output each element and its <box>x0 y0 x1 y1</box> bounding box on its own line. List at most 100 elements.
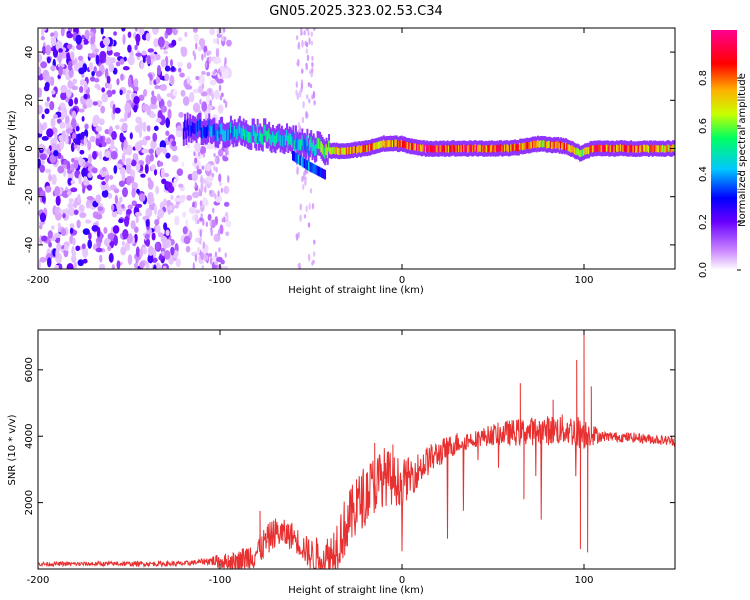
spectrogram-ridge-core <box>664 145 667 153</box>
spectrogram-ridge-core <box>289 133 292 145</box>
spectrogram-noise-speckle <box>97 206 104 212</box>
spectrogram-ridge-core <box>540 140 543 148</box>
spectrogram-noise-speckle <box>116 260 121 269</box>
spectrogram-ridge-core <box>275 132 278 144</box>
spectrogram-noise-speckle <box>107 232 115 240</box>
spectrogram-noise-speckle <box>70 179 76 185</box>
spectrogram-noise-speckle <box>131 200 138 207</box>
spectrogram-noise-speckle <box>135 52 143 57</box>
spectrogram-ridge-core <box>185 127 188 139</box>
spectrogram-ridge-core <box>259 130 262 141</box>
spectrogram-band-speckle <box>299 203 302 211</box>
spectrogram-noise-speckle <box>38 66 42 76</box>
spectrogram-noise-speckle <box>49 154 57 164</box>
spectrogram-noise-speckle <box>176 168 184 176</box>
spectrogram-ridge-core <box>347 147 350 155</box>
spectrogram-ridge-core <box>579 150 582 158</box>
spectrogram-ridge-core <box>241 128 244 140</box>
spectrogram-noise-speckle <box>62 69 66 75</box>
spectrogram-branch <box>299 155 302 166</box>
spectrogram-ridge-core <box>445 145 448 153</box>
spectrogram-noise-speckle <box>60 102 65 109</box>
spectrogram-noise-speckle <box>184 85 193 90</box>
spectrogram-noise-speckle <box>197 74 206 85</box>
spectrogram-noise-speckle <box>131 181 137 191</box>
spectrogram-noise-speckle <box>157 109 163 121</box>
spectrogram-noise-speckle <box>71 158 75 163</box>
spectrogram-band-speckle <box>211 92 214 101</box>
spectrogram-noise-speckle <box>101 141 107 147</box>
spectrogram-ridge-core <box>572 146 575 154</box>
spectrogram-noise-speckle <box>104 67 109 79</box>
spectrogram-band-speckle <box>308 37 311 45</box>
spectrogram-branch <box>300 156 303 167</box>
spectrogram-ridge-core <box>268 128 271 140</box>
spectrogram-ridge-core <box>380 140 383 148</box>
spectrogram-noise-speckle <box>130 159 137 167</box>
spectrogram-ridge-core <box>271 131 274 143</box>
spectrogram-ridge-core <box>384 140 387 148</box>
spectrogram-ridge-core <box>573 147 576 155</box>
spectrogram-band-speckle <box>195 106 199 111</box>
spectrogram-noise-speckle <box>109 57 116 64</box>
spectrogram-ridge-core <box>566 143 569 151</box>
spectrogram-ridge-core <box>401 140 404 148</box>
spectrogram-noise-speckle <box>44 81 50 89</box>
spectrogram-noise-speckle <box>70 187 78 193</box>
spectrogram-ridge-core <box>431 145 434 153</box>
spectrogram-noise-speckle <box>209 79 217 86</box>
spectrogram-ridge-core <box>511 144 514 152</box>
spectrogram-branch <box>302 157 305 168</box>
spectrogram-noise-speckle <box>74 97 79 105</box>
spectrogram-noise-speckle <box>219 65 226 73</box>
spectrogram-ridge-core <box>536 139 539 147</box>
spectrogram-ridge-core <box>474 144 477 152</box>
spectrogram-ridge-core <box>596 144 599 152</box>
spectrogram-ridge-core <box>322 145 325 157</box>
spectrogram-noise-speckle <box>135 246 140 258</box>
spectrogram-noise-speckle <box>147 48 155 53</box>
spectrogram-noise-speckle <box>200 91 208 97</box>
spectrogram-noise-speckle <box>158 161 164 167</box>
spectrogram-noise-speckle <box>162 238 169 249</box>
spectrogram-noise-speckle <box>48 241 52 248</box>
spectrogram-noise-speckle <box>73 138 78 144</box>
spectrogram-noise-speckle <box>39 212 47 223</box>
spectrogram-band-speckle <box>221 36 224 42</box>
spectrogram-ridge-core <box>450 145 453 152</box>
spectrogram-noise-speckle <box>84 219 92 224</box>
spectrogram-noise-speckle <box>112 225 120 234</box>
spectrogram-noise-speckle <box>177 61 184 68</box>
spectrogram-ridge-core <box>238 122 241 134</box>
spectrogram-noise-speckle <box>126 175 132 186</box>
colorbar-label: Normalized spectral amplitude <box>737 73 748 227</box>
spectrogram-noise-speckle <box>90 31 94 38</box>
snr-axes: -200 -100 0 100 2000 4000 6000 <box>24 330 675 586</box>
spectrogram-ridge-core <box>237 125 240 136</box>
spectrogram-noise-speckle <box>92 200 99 208</box>
spectrogram-ridge-core <box>568 144 571 152</box>
spectrogram-noise-speckle <box>101 181 106 186</box>
spectrogram-band-speckle <box>297 41 301 50</box>
spectrogram-ridge-core <box>302 140 305 152</box>
spectrogram-band-speckle <box>217 33 221 38</box>
spectrogram-x-tick-label: -100 <box>209 275 232 286</box>
colorbar-tick-label: 0.4 <box>698 166 709 182</box>
spectrogram-ridge-core <box>320 141 323 153</box>
spectrogram-ridge-core <box>391 140 394 148</box>
spectrogram-noise-speckle <box>192 28 198 33</box>
spectrogram-ridge-core <box>659 144 662 152</box>
spectrogram-noise-speckle <box>86 195 94 201</box>
spectrogram-ridge-core <box>457 145 460 153</box>
spectrogram-noise-speckle <box>115 163 123 169</box>
spectrogram-noise-speckle <box>46 257 52 268</box>
spectrogram-noise-speckle <box>44 168 52 174</box>
spectrogram-noise-speckle <box>113 188 120 194</box>
spectrogram-ridge-core <box>585 147 588 155</box>
spectrogram-ridge-core <box>212 125 215 136</box>
spectrogram-noise-speckle <box>73 209 79 216</box>
spectrogram-band-speckle <box>194 200 197 208</box>
spectrogram-noise-speckle <box>225 220 232 228</box>
spectrogram-band-speckle <box>219 71 222 77</box>
spectrogram-ridge-core <box>328 140 331 152</box>
